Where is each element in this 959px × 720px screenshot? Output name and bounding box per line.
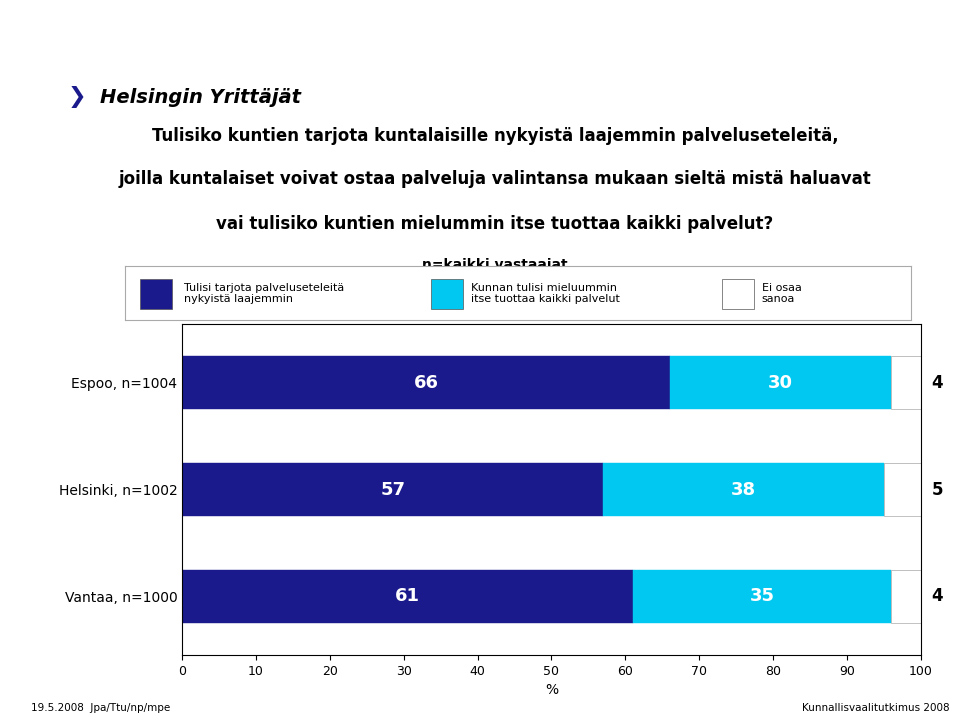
Bar [182, 623, 921, 655]
Text: Helsingin Yrittäjät: Helsingin Yrittäjät [101, 88, 301, 107]
Text: 5: 5 [932, 481, 944, 498]
Text: Kunnan tulisi mieluummin
itse tuottaa kaikki palvelut: Kunnan tulisi mieluummin itse tuottaa ka… [471, 282, 620, 304]
Bar [182, 410, 921, 463]
Bar [182, 623, 921, 650]
Text: ❯: ❯ [68, 86, 94, 108]
Text: 4: 4 [932, 374, 944, 392]
Bar [603, 463, 884, 516]
Bar [669, 356, 891, 410]
Text: 66: 66 [413, 374, 438, 392]
Text: Tulisiko kuntien tarjota kuntalaisille nykyistä laajemmin palveluseteleitä,: Tulisiko kuntien tarjota kuntalaisille n… [152, 127, 838, 145]
Text: helsinginyrittajat.fi: helsinginyrittajat.fi [790, 50, 926, 64]
Text: 30: 30 [768, 374, 793, 392]
Bar [182, 302, 921, 356]
Bar [182, 516, 921, 543]
Text: 35: 35 [749, 588, 774, 606]
Text: Ei osaa
sanoa: Ei osaa sanoa [761, 282, 802, 304]
Bar [182, 410, 921, 436]
Bar [182, 324, 921, 356]
Text: vai tulisiko kuntien mielummin itse tuottaa kaikki palvelut?: vai tulisiko kuntien mielummin itse tuot… [216, 215, 774, 233]
Text: Tulisi tarjota palveluseteleitä
nykyistä laajemmin: Tulisi tarjota palveluseteleitä nykyistä… [184, 282, 344, 304]
Text: 38: 38 [731, 481, 756, 498]
Text: 61: 61 [395, 588, 420, 606]
Text: n=kaikki vastaajat: n=kaikki vastaajat [422, 258, 568, 272]
Bar [432, 279, 463, 308]
Bar [182, 463, 603, 516]
Text: 19.5.2008  Jpa/Ttu/np/mpe: 19.5.2008 Jpa/Ttu/np/mpe [31, 703, 170, 713]
Bar [884, 463, 921, 516]
Bar [722, 279, 754, 308]
Bar [891, 570, 921, 623]
Bar [182, 516, 921, 570]
Text: 57: 57 [380, 481, 405, 498]
Text: joilla kuntalaiset voivat ostaa palveluja valintansa mukaan sieltä mistä haluava: joilla kuntalaiset voivat ostaa palveluj… [119, 170, 871, 188]
Bar [891, 356, 921, 410]
Bar [140, 279, 172, 308]
Bar [182, 570, 633, 623]
Text: Kunnallisvaalitutkimus 2008: Kunnallisvaalitutkimus 2008 [802, 703, 949, 713]
Bar [633, 570, 891, 623]
X-axis label: %: % [545, 683, 558, 698]
Bar [182, 356, 669, 410]
Text: 4: 4 [932, 588, 944, 606]
